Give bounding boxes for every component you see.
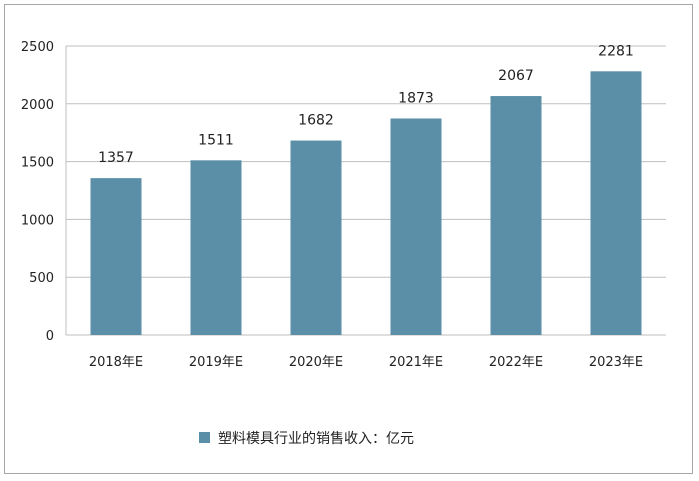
bar	[390, 118, 442, 335]
y-tick-label: 1000	[21, 213, 54, 228]
x-tick-label: 2020年E	[289, 355, 343, 370]
axes	[65, 46, 666, 336]
bars	[90, 71, 642, 335]
data-label: 1682	[298, 113, 334, 129]
x-tick-label: 2022年E	[489, 355, 543, 370]
x-tick-label: 2018年E	[89, 355, 143, 370]
legend-swatch	[199, 432, 210, 443]
bar	[490, 96, 542, 335]
gridlines	[66, 45, 666, 278]
y-tick-label: 2500	[21, 40, 54, 55]
data-label: 1873	[398, 90, 434, 106]
y-tick-label: 2000	[21, 98, 54, 113]
data-label: 2281	[598, 43, 634, 59]
bar	[90, 178, 142, 335]
data-label: 1357	[98, 150, 134, 166]
data-label: 1511	[198, 132, 234, 148]
y-tick-label: 500	[29, 271, 54, 286]
bar	[590, 71, 642, 335]
legend-label: 塑料模具行业的销售收入：亿元	[218, 431, 414, 447]
labels: 0 500 1000 1500 2000 2500 1357 2018年E 1511 2019年E…	[21, 40, 643, 370]
bar	[190, 160, 242, 335]
x-tick-label: 2021年E	[389, 355, 443, 370]
x-tick-label: 2019年E	[189, 355, 243, 370]
legend: 塑料模具行业的销售收入：亿元	[199, 431, 414, 447]
y-tick-label: 0	[46, 329, 54, 344]
y-tick-label: 1500	[21, 156, 54, 171]
bar	[290, 140, 342, 335]
x-tick-label: 2023年E	[589, 355, 643, 370]
data-label: 2067	[498, 68, 534, 84]
